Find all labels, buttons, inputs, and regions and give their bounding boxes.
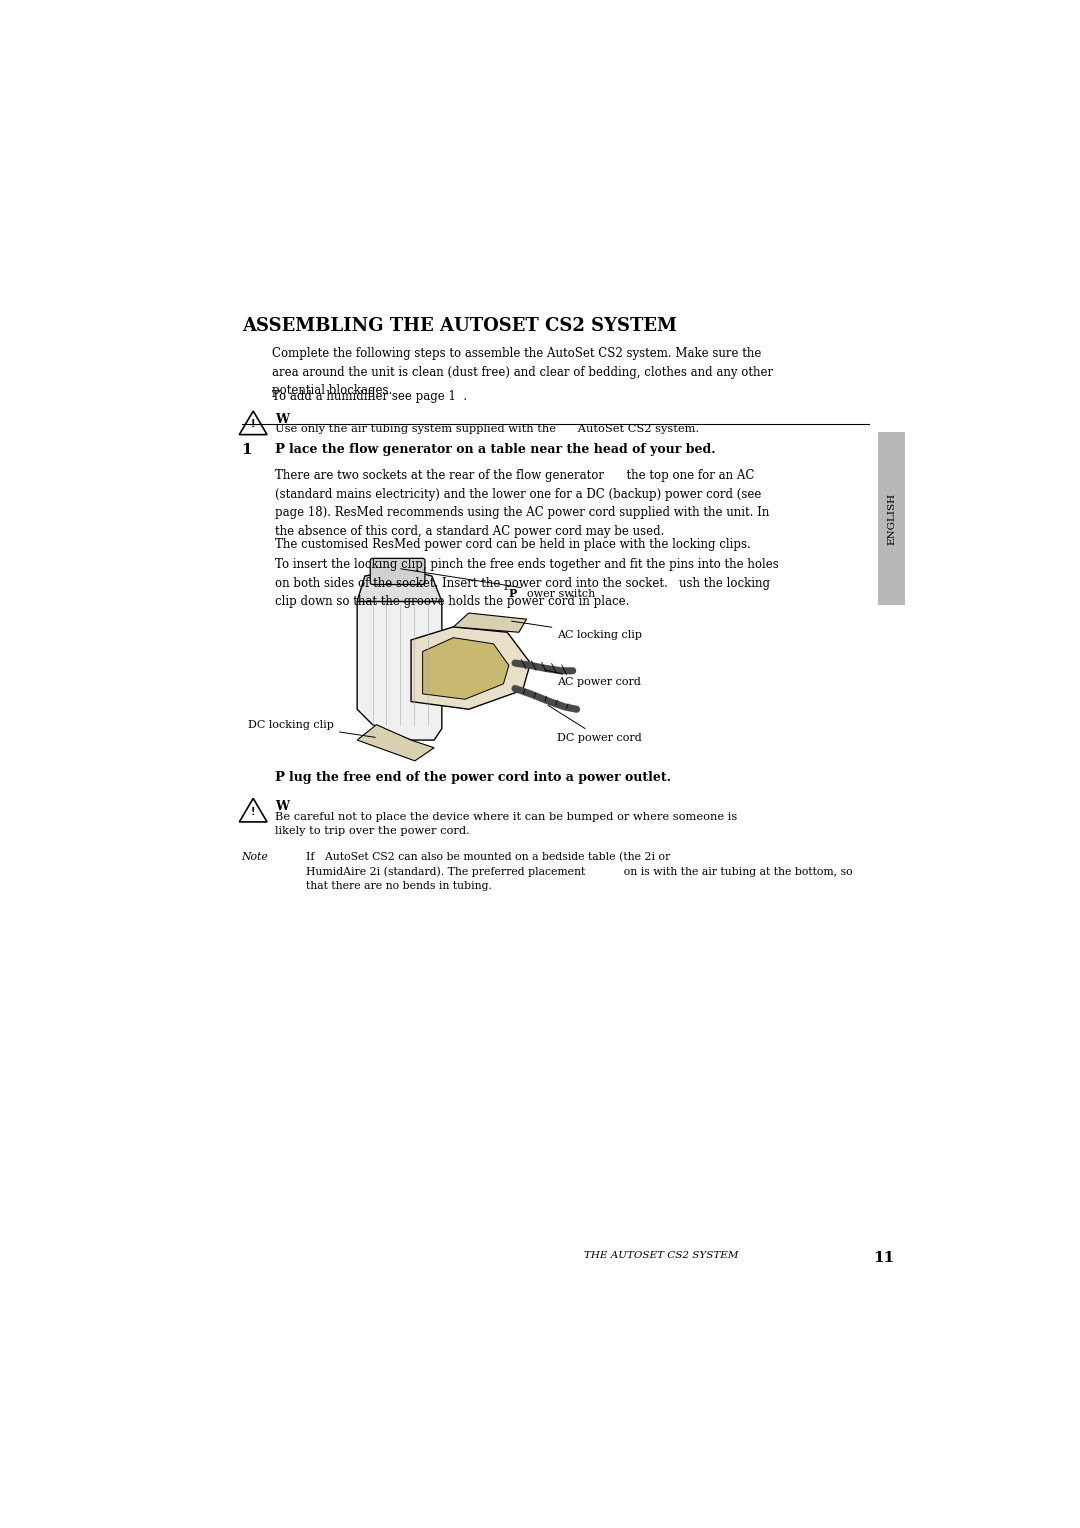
Text: ower switch: ower switch	[401, 568, 595, 599]
Text: W: W	[274, 413, 288, 426]
Text: AC power cord: AC power cord	[544, 669, 642, 688]
Text: DC power cord: DC power cord	[549, 706, 643, 743]
Polygon shape	[357, 602, 442, 740]
Polygon shape	[411, 626, 530, 709]
Text: lug the free end of the power cord into a power outlet.: lug the free end of the power cord into …	[288, 770, 671, 784]
Polygon shape	[357, 568, 442, 602]
Text: W: W	[274, 801, 288, 813]
Text: AC locking clip: AC locking clip	[512, 622, 643, 640]
Text: P: P	[274, 443, 285, 455]
Text: P: P	[509, 588, 517, 599]
Polygon shape	[454, 613, 527, 633]
Text: To add a humidifier see page 1  .: To add a humidifier see page 1 .	[272, 390, 468, 403]
Text: Be careful not to place the device where it can be bumped or where someone is
li: Be careful not to place the device where…	[274, 811, 737, 836]
Text: The customised ResMed power cord can be held in place with the locking clips.: The customised ResMed power cord can be …	[274, 538, 751, 552]
Text: There are two sockets at the rear of the flow generator      the top one for an : There are two sockets at the rear of the…	[274, 469, 769, 538]
Text: !: !	[251, 419, 256, 429]
Text: lace the flow generator on a table near the head of your bed.: lace the flow generator on a table near …	[288, 443, 715, 455]
Text: THE AUTOSET CS2 SYSTEM: THE AUTOSET CS2 SYSTEM	[584, 1250, 739, 1259]
Text: ENGLISH: ENGLISH	[888, 492, 896, 545]
Text: DC locking clip: DC locking clip	[248, 720, 375, 738]
Polygon shape	[357, 724, 434, 761]
FancyBboxPatch shape	[370, 558, 424, 585]
Text: Note: Note	[242, 851, 269, 862]
Text: !: !	[251, 807, 256, 816]
Text: If   AutoSet CS2 can also be mounted on a bedside table (the 2i or
HumidAire 2i : If AutoSet CS2 can also be mounted on a …	[306, 851, 852, 891]
FancyBboxPatch shape	[878, 432, 905, 605]
Text: 1: 1	[242, 443, 253, 457]
Polygon shape	[422, 637, 509, 700]
Text: Use only the air tubing system supplied with the      AutoSet CS2 system.: Use only the air tubing system supplied …	[274, 425, 699, 434]
Text: P: P	[274, 770, 285, 784]
Text: Complete the following steps to assemble the AutoSet CS2 system. Make sure the
a: Complete the following steps to assemble…	[272, 347, 773, 397]
Text: ASSEMBLING THE AUTOSET CS2 SYSTEM: ASSEMBLING THE AUTOSET CS2 SYSTEM	[242, 316, 677, 335]
Text: To insert the locking clip, pinch the free ends together and fit the pins into t: To insert the locking clip, pinch the fr…	[274, 558, 779, 608]
Text: 11: 11	[873, 1250, 894, 1265]
